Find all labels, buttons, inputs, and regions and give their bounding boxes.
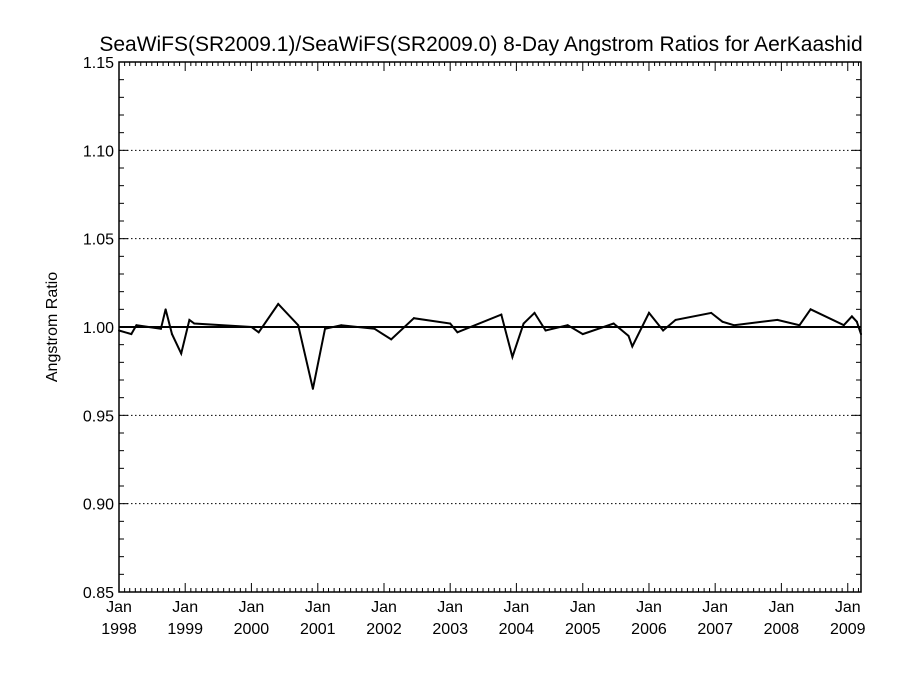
x-tick-label-year: 2008 xyxy=(764,621,800,638)
data-point xyxy=(721,320,724,323)
data-point xyxy=(710,311,713,314)
data-point xyxy=(850,315,853,318)
data-point xyxy=(733,324,736,327)
data-point xyxy=(130,333,133,336)
x-tick-label-year: 1999 xyxy=(167,621,203,638)
x-tick-label-month: Jan xyxy=(106,599,132,616)
data-point xyxy=(522,322,525,325)
data-point xyxy=(373,327,376,330)
data-point xyxy=(544,329,547,332)
x-tick-label-year: 2001 xyxy=(300,621,336,638)
data-point xyxy=(324,327,327,330)
chart-title: SeaWiFS(SR2009.1)/SeaWiFS(SR2009.0) 8-Da… xyxy=(99,33,862,56)
data-point xyxy=(164,308,167,311)
x-tick-label-month: Jan xyxy=(570,599,596,616)
tick-labels: 0.85 0.90 0.95 1.00 1.05 1.10 1.15 Jan 1998 Jan 19… xyxy=(83,55,866,638)
data-point xyxy=(798,324,801,327)
x-tick-label-month: Jan xyxy=(437,599,463,616)
data-point xyxy=(647,311,650,314)
data-point xyxy=(193,322,196,325)
data-point xyxy=(855,320,858,323)
x-tick-label-year: 2003 xyxy=(432,621,468,638)
data-point xyxy=(776,318,779,321)
data-point xyxy=(842,324,845,327)
x-tick-label-month: Jan xyxy=(768,599,794,616)
y-tick-label: 1.00 xyxy=(83,320,114,337)
x-tick-label-year: 2006 xyxy=(631,621,667,638)
data-point xyxy=(456,331,459,334)
data-point xyxy=(581,333,584,336)
data-point xyxy=(674,318,677,321)
data-point xyxy=(340,324,343,327)
x-tick-label-month: Jan xyxy=(172,599,198,616)
data-point xyxy=(533,311,536,314)
series-line xyxy=(118,302,862,390)
data-point xyxy=(277,303,280,306)
x-tick-label-month: Jan xyxy=(702,599,728,616)
data-point xyxy=(627,334,630,337)
data-point xyxy=(612,322,615,325)
data-point xyxy=(135,324,138,327)
data-point xyxy=(809,308,812,311)
x-tick-label-month: Jan xyxy=(835,599,861,616)
data-point xyxy=(631,345,634,348)
data-point xyxy=(170,333,173,336)
x-tick-label-year: 1998 xyxy=(101,621,137,638)
y-axis-label: Angstrom Ratio xyxy=(44,272,61,382)
data-point xyxy=(449,322,452,325)
x-tick-label-year: 2004 xyxy=(499,621,535,638)
y-tick-label: 0.90 xyxy=(83,497,114,514)
data-point xyxy=(412,317,415,320)
y-tick-label: 0.85 xyxy=(83,585,114,602)
y-tick-label: 0.95 xyxy=(83,408,114,425)
data-point xyxy=(180,352,183,355)
x-tick-label-month: Jan xyxy=(371,599,397,616)
data-point xyxy=(390,338,393,341)
series xyxy=(118,302,862,390)
data-point xyxy=(511,356,514,359)
data-point xyxy=(257,331,260,334)
x-tick-label-month: Jan xyxy=(239,599,265,616)
x-tick-label-month: Jan xyxy=(305,599,331,616)
data-point xyxy=(159,327,162,330)
data-point xyxy=(188,318,191,321)
x-tick-label-year: 2009 xyxy=(830,621,866,638)
data-point xyxy=(250,326,253,328)
x-tick-label-year: 2005 xyxy=(565,621,601,638)
data-point xyxy=(297,324,300,327)
y-tick-label: 1.10 xyxy=(83,143,114,160)
y-tick-label: 1.15 xyxy=(83,55,114,72)
y-tick-label: 1.05 xyxy=(83,232,114,249)
x-tick-label-year: 2002 xyxy=(366,621,402,638)
x-tick-label-month: Jan xyxy=(503,599,529,616)
x-tick-label-month: Jan xyxy=(636,599,662,616)
data-point xyxy=(500,313,503,316)
ticks xyxy=(118,61,861,593)
data-point xyxy=(662,329,665,332)
x-tick-label-year: 2007 xyxy=(697,621,733,638)
x-tick-label-year: 2000 xyxy=(234,621,270,638)
data-point xyxy=(566,324,569,327)
data-point xyxy=(311,387,314,390)
